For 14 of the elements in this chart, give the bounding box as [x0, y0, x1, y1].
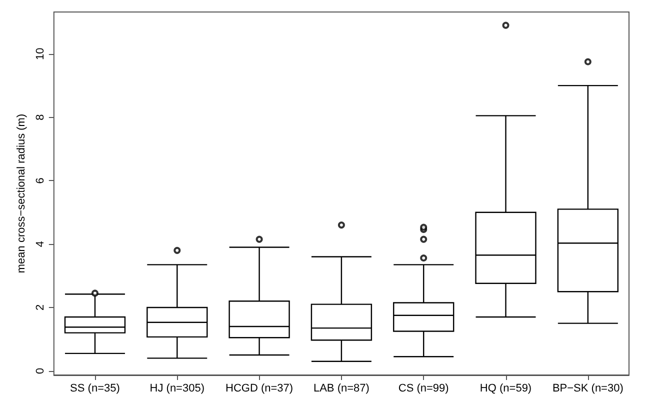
- y-axis-title: mean cross−sectional radius (m): [16, 114, 28, 274]
- y-tick-label: 4: [34, 241, 46, 248]
- y-tick-label: 10: [34, 48, 46, 60]
- x-tick-label: CS (n=99): [398, 382, 449, 394]
- x-tick-label: LAB (n=87): [313, 382, 370, 394]
- x-tick-label: HJ (n=305): [150, 382, 205, 394]
- y-tick-label: 6: [34, 178, 46, 184]
- x-tick-label: HQ (n=59): [480, 382, 532, 394]
- x-tick-label: SS (n=35): [70, 382, 120, 394]
- y-tick-label: 8: [34, 114, 46, 120]
- y-tick-label: 0: [34, 368, 46, 374]
- y-tick-label: 2: [34, 304, 46, 311]
- x-tick-label: BP−SK (n=30): [552, 382, 624, 394]
- x-tick-label: HCGD (n=37): [226, 382, 294, 394]
